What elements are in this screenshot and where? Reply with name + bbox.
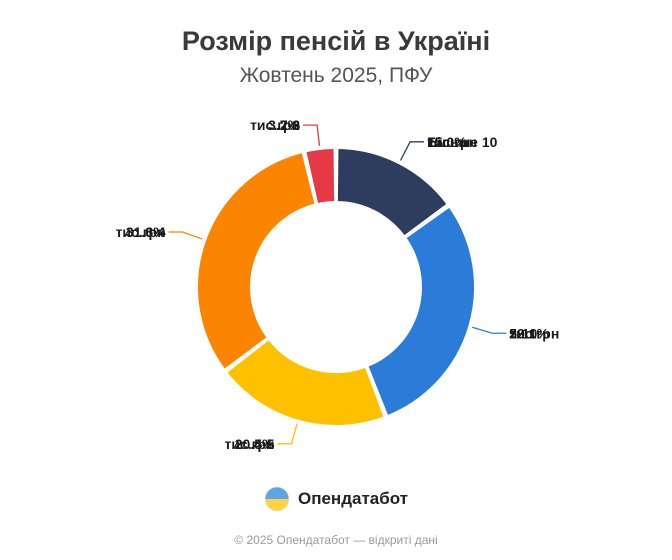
slice-label: 4-5 bbox=[254, 436, 274, 452]
label-leader-line bbox=[277, 423, 298, 445]
donut-slice bbox=[335, 147, 449, 238]
slice-label: Більше 10 bbox=[427, 134, 498, 150]
donut-slice bbox=[225, 338, 386, 427]
slice-label: 3-4 bbox=[145, 224, 165, 240]
slice-percent-label: 31.6% bbox=[126, 224, 166, 240]
slice-percent-label: 3.7% bbox=[268, 117, 300, 133]
slice-percent-label: 29.1% bbox=[509, 325, 549, 341]
label-leader-line bbox=[303, 124, 321, 147]
donut-slice bbox=[196, 151, 317, 371]
slice-percent-label: 20.5% bbox=[235, 436, 275, 452]
footer-text: © 2025 Опендатабот — відкриті дані bbox=[234, 533, 438, 547]
chart-subtitle: Жовтень 2025, ПФУ bbox=[239, 64, 433, 87]
chart-title: Розмір пенсій в Україні bbox=[181, 26, 491, 56]
slice-labels: Більше 10тис.грн15.0%5-10тис.грн29.1%4-5… bbox=[116, 117, 560, 452]
slice-label: 5-10 bbox=[509, 325, 537, 341]
label-leader-line bbox=[471, 326, 507, 334]
slice-percent-label: 15.0% bbox=[427, 134, 467, 150]
slice-label: 2-3 bbox=[280, 117, 300, 133]
label-leader-line bbox=[168, 231, 203, 240]
opendatabot-logo-icon bbox=[264, 486, 290, 512]
donut-slice bbox=[366, 205, 476, 418]
donut-slices bbox=[196, 147, 476, 427]
donut-chart: Більше 10тис.грн15.0%5-10тис.грн29.1%4-5… bbox=[116, 117, 560, 452]
slice-value-label: тис.грн bbox=[224, 436, 274, 452]
slice-value-label: тис.грн bbox=[250, 117, 300, 133]
donut-slice bbox=[304, 147, 337, 206]
slice-value-label: тис.грн bbox=[427, 134, 477, 150]
slice-value-label: тис.грн bbox=[509, 325, 559, 341]
label-leaders bbox=[168, 124, 507, 445]
brand-name: Опендатабот bbox=[297, 489, 409, 508]
brand: Опендатабот bbox=[0, 486, 672, 512]
slice-value-label: тис.грн bbox=[116, 224, 166, 240]
label-leader-line bbox=[399, 141, 425, 161]
